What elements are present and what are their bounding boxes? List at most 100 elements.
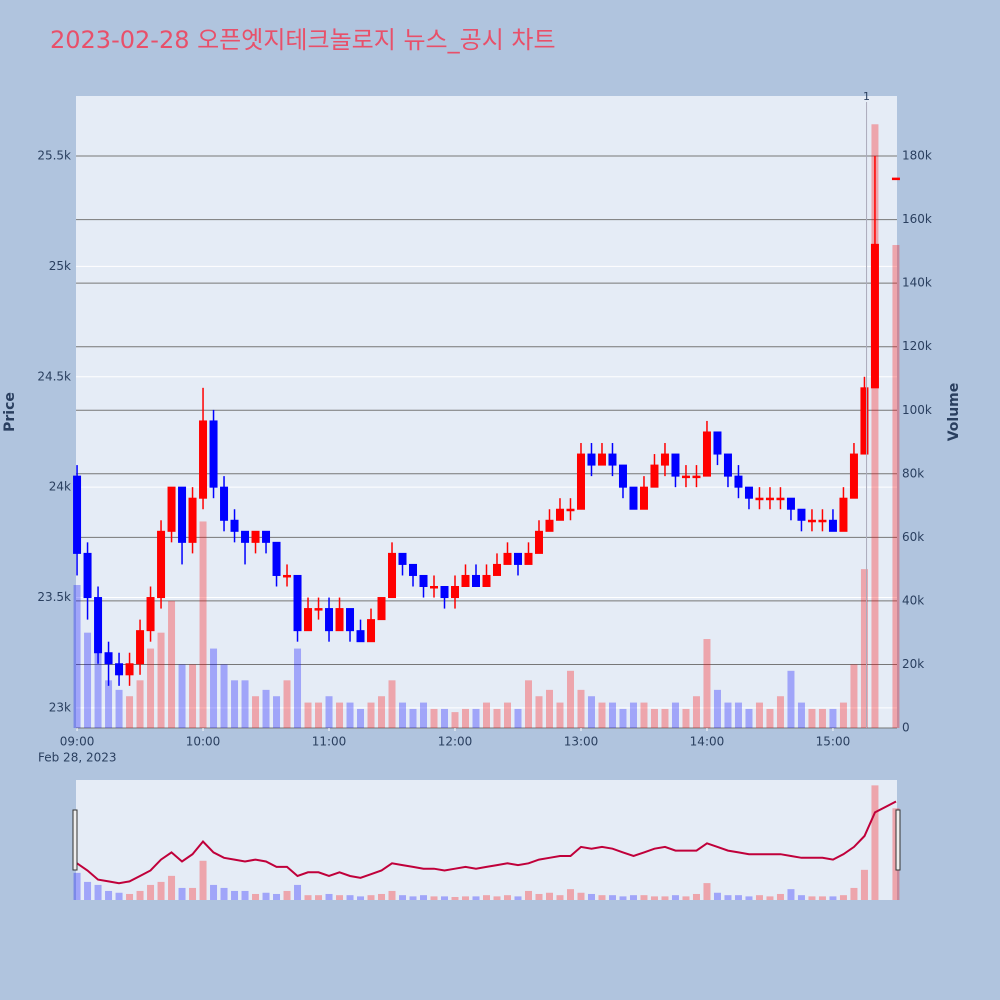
slider-handle[interactable]: [72, 809, 78, 871]
slider-volume-bar: [829, 896, 837, 900]
volume-bar: [850, 664, 858, 728]
candle-body: [209, 420, 218, 488]
candle-body: [83, 552, 92, 599]
slider-volume-bar: [850, 887, 858, 900]
volume-bar: [199, 521, 207, 728]
slider-volume-bar: [483, 895, 490, 900]
candle-body: [650, 464, 659, 488]
slider-volume-bar: [241, 890, 249, 900]
candle-body: [566, 508, 575, 512]
slider-volume-bar: [178, 887, 186, 900]
slider-volume-bar: [556, 895, 564, 900]
candle-body: [482, 574, 491, 588]
volume-bar: [577, 689, 585, 728]
y2-tick-label: 140k: [902, 276, 932, 290]
volume-bar: [493, 708, 501, 728]
volume-bar: [220, 664, 228, 728]
candle-body: [660, 453, 669, 466]
volume-bar: [294, 648, 302, 728]
slider-volume-bar: [671, 895, 679, 900]
candle-body: [230, 519, 239, 532]
volume-bar: [640, 702, 648, 728]
volume-bar: [650, 708, 658, 728]
y2-tick-label: 60k: [902, 530, 924, 544]
volume-bar: [808, 708, 816, 728]
x-tick-label: 13:00: [564, 735, 599, 749]
candle-body: [671, 453, 680, 477]
slider-volume-bar: [755, 895, 763, 900]
annotation-text: 1: [863, 90, 870, 103]
volume-bar: [304, 702, 312, 728]
y2-tick-label: 80k: [902, 466, 924, 480]
slider-volume-bar: [73, 872, 81, 900]
volume-bar: [787, 670, 795, 728]
volume-bar: [409, 708, 417, 728]
volume-bar: [73, 585, 81, 728]
slider-volume-bar: [357, 896, 365, 900]
slider-volume-bar: [189, 887, 197, 900]
x-tick-label: 11:00: [312, 735, 347, 749]
slider-volume-bar: [346, 895, 354, 900]
candle-body: [797, 508, 806, 521]
slider-volume-bar: [147, 884, 155, 900]
candle-body: [618, 464, 627, 488]
volume-bar: [713, 689, 721, 728]
candle-body: [356, 630, 365, 643]
range-slider[interactable]: [76, 780, 897, 900]
volume-bar: [724, 702, 732, 728]
candle-body: [262, 530, 271, 543]
slider-volume-bar: [650, 896, 658, 900]
candle-body: [555, 508, 564, 521]
candle-body: [503, 552, 512, 565]
candle-body: [251, 530, 260, 543]
candle-body: [472, 574, 481, 588]
y2-tick-label: 100k: [902, 403, 932, 417]
y-tick-label: 25k: [49, 259, 71, 273]
candle-body: [398, 552, 407, 565]
candle-body: [545, 519, 554, 532]
candle-body: [440, 586, 449, 599]
candle-body: [304, 608, 313, 632]
slider-volume-bar: [524, 890, 532, 900]
candle-body: [681, 475, 690, 479]
y-tick-label: 23k: [49, 700, 71, 714]
slider-volume-bar: [839, 895, 847, 900]
candle-body: [702, 431, 711, 477]
volume-bar: [755, 702, 763, 728]
candle-body: [430, 586, 439, 589]
slider-volume-bar: [262, 892, 270, 900]
volume-bar: [336, 702, 344, 728]
y2-axis-title: Volume: [946, 383, 962, 442]
slider-volume-bar: [231, 890, 239, 900]
volume-bar: [776, 696, 784, 728]
candle-body: [241, 530, 250, 543]
candle-body: [314, 608, 323, 611]
candle-body: [524, 552, 533, 565]
y2-tick-label: 160k: [902, 212, 932, 226]
volume-bar: [189, 664, 197, 728]
candle-body: [713, 431, 722, 455]
slider-volume-bar: [294, 884, 302, 900]
candle-body: [461, 574, 470, 588]
volume-bar: [692, 696, 700, 728]
slider-volume-bar: [168, 875, 176, 900]
candle-body: [870, 243, 879, 389]
candle-body: [776, 497, 785, 501]
slider-volume-bar: [514, 896, 522, 900]
volume-bar: [241, 680, 249, 728]
slider-handle[interactable]: [895, 809, 901, 871]
slider-volume-bar: [713, 892, 721, 900]
candle-body: [492, 563, 501, 576]
slider-volume-bar: [692, 893, 700, 900]
slider-volume-bar: [325, 893, 333, 900]
volume-bar: [661, 708, 669, 728]
volume-bar: [273, 696, 281, 728]
candle-body: [534, 530, 543, 554]
slider-volume-bar: [734, 895, 742, 900]
volume-bar: [860, 569, 868, 728]
candle-body: [639, 486, 648, 510]
volume-bar: [839, 702, 847, 728]
candle-body: [807, 519, 816, 523]
slider-volume-bar: [682, 896, 690, 900]
